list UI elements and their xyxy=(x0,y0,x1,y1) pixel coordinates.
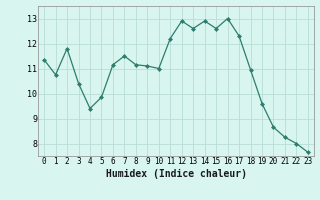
X-axis label: Humidex (Indice chaleur): Humidex (Indice chaleur) xyxy=(106,169,246,179)
